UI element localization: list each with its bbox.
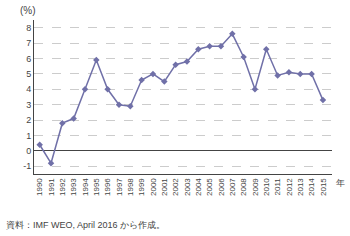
svg-text:2004: 2004 bbox=[194, 178, 203, 196]
svg-text:2006: 2006 bbox=[217, 178, 226, 196]
svg-text:1998: 1998 bbox=[126, 178, 135, 196]
svg-text:1993: 1993 bbox=[69, 178, 78, 196]
svg-text:年: 年 bbox=[336, 178, 345, 188]
svg-text:1992: 1992 bbox=[58, 178, 67, 196]
svg-text:2008: 2008 bbox=[239, 178, 248, 196]
svg-text:2015: 2015 bbox=[319, 178, 328, 196]
svg-text:1999: 1999 bbox=[137, 178, 146, 196]
svg-text:(%): (%) bbox=[20, 5, 36, 16]
svg-text:6: 6 bbox=[26, 54, 31, 64]
svg-text:2007: 2007 bbox=[228, 178, 237, 196]
svg-text:2003: 2003 bbox=[183, 178, 192, 196]
svg-text:2000: 2000 bbox=[149, 178, 158, 196]
svg-text:1996: 1996 bbox=[103, 178, 112, 196]
svg-text:1994: 1994 bbox=[81, 178, 90, 196]
svg-text:2002: 2002 bbox=[171, 178, 180, 196]
svg-text:資料：IMF WEO, April 2016 から作成。: 資料：IMF WEO, April 2016 から作成。 bbox=[6, 220, 165, 230]
svg-text:2011: 2011 bbox=[273, 178, 282, 196]
svg-text:2005: 2005 bbox=[205, 178, 214, 196]
svg-text:2013: 2013 bbox=[296, 178, 305, 196]
svg-text:7: 7 bbox=[26, 38, 31, 48]
svg-text:5: 5 bbox=[26, 69, 31, 79]
svg-text:1991: 1991 bbox=[47, 178, 56, 196]
svg-text:2009: 2009 bbox=[251, 178, 260, 196]
svg-text:2010: 2010 bbox=[262, 178, 271, 196]
svg-text:2014: 2014 bbox=[307, 178, 316, 196]
svg-text:4: 4 bbox=[26, 84, 31, 94]
svg-text:2001: 2001 bbox=[160, 178, 169, 196]
svg-text:3: 3 bbox=[26, 100, 31, 110]
svg-text:1997: 1997 bbox=[115, 178, 124, 196]
svg-text:8: 8 bbox=[26, 23, 31, 33]
svg-text:2: 2 bbox=[26, 115, 31, 125]
svg-text:2012: 2012 bbox=[285, 178, 294, 196]
svg-text:1990: 1990 bbox=[35, 178, 44, 196]
svg-text:1995: 1995 bbox=[92, 178, 101, 196]
svg-text:-1: -1 bbox=[23, 161, 31, 171]
svg-text:1: 1 bbox=[26, 131, 31, 141]
svg-text:0: 0 bbox=[26, 146, 31, 156]
